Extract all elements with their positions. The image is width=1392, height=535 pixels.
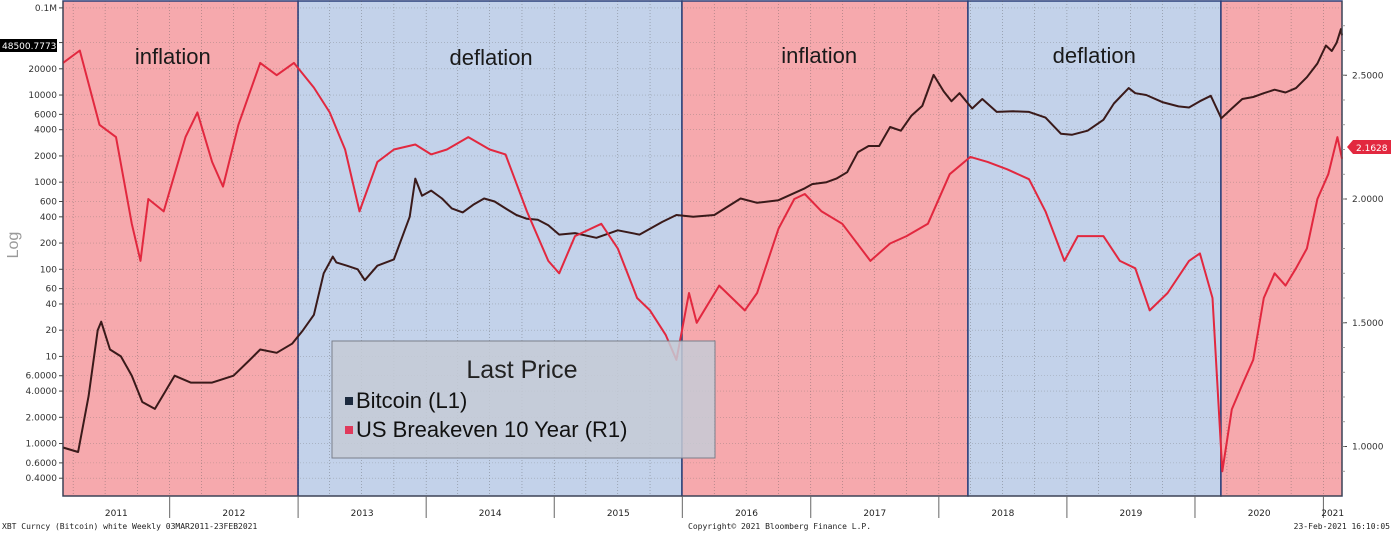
- left-tick-label-2: 20000: [28, 65, 57, 75]
- left-tick-label-5: 4000: [34, 126, 57, 136]
- left-last-value: 48500.7773: [2, 42, 56, 52]
- left-tick-label-13: 40: [46, 300, 58, 310]
- regime-band-0: [62, 0, 299, 497]
- legend-swatch-bitcoin: [345, 397, 353, 405]
- x-axis-ticks: 2011 2012 2013 2014 2015 2016 2017 2018 2019 2020…: [63, 495, 1344, 519]
- footer-left: XBT Curncy (Bitcoin) white Weekly 03MAR2…: [2, 522, 258, 531]
- left-tick-label-16: 6.0000: [26, 372, 58, 382]
- left-tick-label-0: 0.1M: [35, 4, 57, 14]
- legend-entry-bitcoin: Bitcoin (L1): [356, 388, 467, 413]
- footer-center: Copyright© 2021 Bloomberg Finance L.P.: [688, 522, 872, 531]
- regime-label-3: deflation: [1053, 43, 1136, 68]
- x-year-label-2014: 2014: [479, 509, 502, 519]
- regime-band-4: [1220, 0, 1343, 497]
- legend-box: [331, 340, 716, 459]
- left-tick-label-10: 200: [40, 239, 57, 249]
- left-tick-label-4: 6000: [34, 110, 57, 120]
- left-tick-label-20: 0.6000: [26, 459, 58, 469]
- series-line-breakeven: [62, 49, 1343, 473]
- left-tick-label-11: 100: [40, 265, 57, 275]
- left-tick-label-21: 0.4000: [26, 474, 58, 484]
- right-last-value-pointer: [1347, 140, 1353, 154]
- legend-title: Last Price: [466, 356, 577, 384]
- left-tick-label-3: 10000: [28, 91, 57, 101]
- left-tick-label-6: 2000: [34, 152, 57, 162]
- left-tick-label-17: 4.0000: [26, 387, 58, 397]
- x-year-label-2013: 2013: [351, 509, 374, 519]
- left-axis-ticks: 0.1M400002000010000600040002000100060040…: [26, 1, 64, 496]
- series-line-bitcoin: [62, 28, 1343, 453]
- series-layer: [62, 28, 1343, 473]
- legend-entry-breakeven: US Breakeven 10 Year (R1): [356, 417, 628, 442]
- horizontal-gridlines: [63, 7, 1342, 479]
- left-tick-label-15: 10: [46, 352, 58, 362]
- footer-right: 23-Feb-2021 16:10:05: [1293, 522, 1390, 531]
- x-year-label-2021: 2021: [1321, 509, 1344, 519]
- legend-swatch-breakeven: [345, 426, 353, 434]
- left-tick-label-8: 600: [40, 197, 57, 207]
- x-year-label-2016: 2016: [735, 509, 758, 519]
- last-value-tags: 48500.7773 2.1628: [0, 39, 1391, 154]
- right-axis-ticks: 2.5000 2.0000 1.5000 1.0000: [1341, 1, 1384, 496]
- left-tick-label-14: 20: [46, 326, 58, 336]
- right-tick-label-2: 1.5000: [1352, 319, 1384, 329]
- left-tick-label-9: 400: [40, 213, 57, 223]
- right-last-value: 2.1628: [1356, 144, 1388, 154]
- regime-band-3: [967, 0, 1222, 497]
- right-tick-label-1: 2.0000: [1352, 195, 1384, 205]
- right-tick-label-0: 2.5000: [1352, 71, 1384, 81]
- regime-band-2: [681, 0, 969, 497]
- x-year-label-2020: 2020: [1248, 509, 1271, 519]
- left-tick-label-18: 2.0000: [26, 413, 58, 423]
- left-tick-label-7: 1000: [34, 178, 57, 188]
- right-tick-label-3: 1.0000: [1352, 443, 1384, 453]
- right-last-value-box: [1353, 140, 1391, 154]
- left-tick-label-19: 1.0000: [26, 440, 58, 450]
- regime-labels: inflation deflation inflation deflation: [135, 43, 1136, 70]
- regime-label-2: inflation: [781, 43, 857, 68]
- legend: Last Price Bitcoin (L1) US Breakeven 10 …: [331, 340, 716, 459]
- x-year-label-2015: 2015: [607, 509, 630, 519]
- left-last-value-box: [0, 39, 57, 52]
- regime-label-0: inflation: [135, 44, 211, 69]
- x-year-label-2018: 2018: [991, 509, 1014, 519]
- regime-label-1: deflation: [449, 45, 532, 70]
- x-year-label-2011: 2011: [105, 509, 128, 519]
- x-year-label-2017: 2017: [863, 509, 886, 519]
- x-year-label-2019: 2019: [1119, 509, 1142, 519]
- left-axis-label: Log: [5, 232, 22, 259]
- x-year-label-2012: 2012: [222, 509, 245, 519]
- left-tick-label-12: 60: [46, 285, 58, 295]
